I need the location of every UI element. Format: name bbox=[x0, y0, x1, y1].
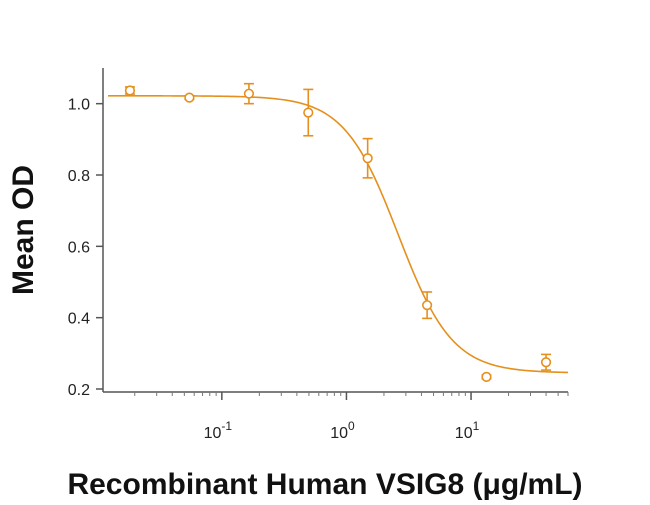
x-tick-label: 100 bbox=[330, 419, 355, 442]
x-tick-label: 10-1 bbox=[204, 419, 233, 442]
data-point-marker bbox=[422, 300, 433, 311]
x-tick-label: 101 bbox=[455, 419, 480, 442]
y-tick-label: 0.4 bbox=[68, 311, 90, 328]
data-point bbox=[362, 137, 373, 179]
data-point bbox=[422, 291, 433, 320]
data-point-marker bbox=[124, 85, 136, 96]
data-point-marker bbox=[362, 153, 373, 164]
data-point-marker bbox=[303, 107, 314, 118]
y-axis-title: Mean OD bbox=[7, 165, 40, 295]
y-ticks: 0.2 0.4 0.6 0.8 1.0 bbox=[68, 97, 103, 399]
data-point-marker bbox=[540, 357, 552, 368]
y-tick-label: 0.6 bbox=[68, 239, 90, 256]
fit-curve bbox=[108, 95, 569, 374]
data-point-marker bbox=[184, 92, 195, 103]
data-point bbox=[481, 371, 492, 382]
y-tick-label: 1.0 bbox=[68, 97, 90, 114]
y-tick-label: 0.8 bbox=[68, 168, 90, 185]
axes bbox=[102, 68, 568, 393]
x-ticks: 10-1 100 101 bbox=[134, 392, 569, 442]
data-point bbox=[124, 85, 136, 96]
data-points bbox=[124, 82, 552, 382]
x-axis-title: Recombinant Human VSIG8 (μg/mL) bbox=[67, 468, 582, 501]
y-tick-label: 0.2 bbox=[68, 382, 90, 399]
data-point bbox=[243, 82, 255, 105]
data-point-marker bbox=[481, 371, 492, 382]
data-point bbox=[303, 88, 314, 137]
data-point bbox=[540, 353, 552, 371]
data-point-marker bbox=[243, 88, 255, 99]
data-point bbox=[184, 92, 195, 103]
